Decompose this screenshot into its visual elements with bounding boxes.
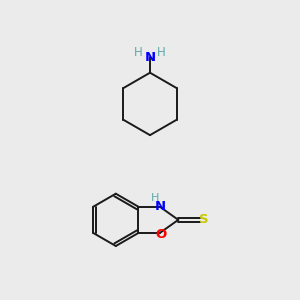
Text: H: H [151, 193, 160, 203]
Text: H: H [134, 46, 143, 59]
Text: S: S [199, 213, 209, 226]
Text: N: N [144, 51, 156, 64]
Text: N: N [154, 200, 165, 213]
Text: O: O [155, 228, 167, 241]
Text: H: H [157, 46, 166, 59]
